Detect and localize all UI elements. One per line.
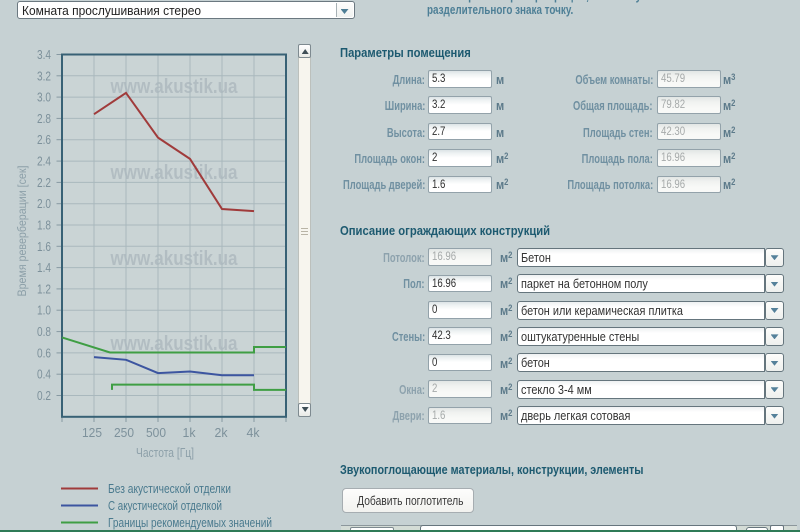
svg-text:С акустической отделкой: С акустической отделкой [108,498,222,513]
svg-text:250: 250 [114,425,134,440]
svg-text:Без акустической отделки: Без акустической отделки [108,481,231,496]
svg-text:1.2: 1.2 [37,281,51,296]
svg-text:www.akustik.ua: www.akustik.ua [110,333,239,355]
svg-text:www.akustik.ua: www.akustik.ua [110,76,239,98]
svg-text:4k: 4k [247,425,260,440]
svg-text:1.0: 1.0 [37,303,51,318]
svg-text:www.akustik.ua: www.akustik.ua [110,162,239,184]
svg-text:3.0: 3.0 [37,90,51,105]
svg-text:500: 500 [146,425,166,440]
svg-text:0.4: 0.4 [37,367,51,382]
svg-text:1.8: 1.8 [37,218,51,233]
svg-text:2.6: 2.6 [37,132,51,147]
svg-text:Границы рекомендуемых значений: Границы рекомендуемых значений [108,515,272,530]
svg-text:Частота [Гц]: Частота [Гц] [136,445,194,460]
svg-text:0.2: 0.2 [37,388,51,403]
svg-text:2k: 2k [215,425,228,440]
svg-text:www.akustik.ua: www.akustik.ua [110,248,239,270]
svg-text:3.4: 3.4 [37,47,51,62]
svg-text:2.2: 2.2 [37,175,51,190]
svg-text:2.8: 2.8 [37,111,51,126]
svg-text:2.0: 2.0 [37,196,51,211]
svg-text:0.8: 0.8 [37,324,51,339]
svg-text:3.2: 3.2 [37,68,51,83]
svg-text:1.6: 1.6 [37,239,51,254]
svg-text:1.4: 1.4 [37,260,51,275]
svg-text:2.4: 2.4 [37,154,51,169]
svg-text:125: 125 [82,425,102,440]
svg-text:0.6: 0.6 [37,345,51,360]
svg-text:1k: 1k [183,425,196,440]
svg-text:Время реверберации [сек]: Время реверберации [сек] [15,166,29,297]
